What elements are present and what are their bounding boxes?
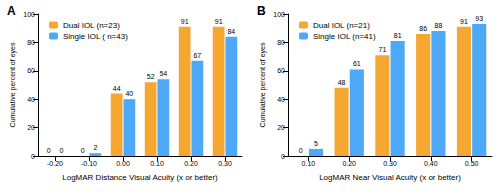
svg-text:61: 61 (353, 60, 361, 67)
svg-text:44: 44 (113, 85, 121, 92)
svg-text:71: 71 (378, 46, 386, 53)
svg-text:0.50: 0.50 (465, 160, 479, 167)
svg-text:Single IOL (n=41): Single IOL (n=41) (313, 32, 376, 41)
svg-text:B: B (257, 4, 266, 18)
svg-text:5: 5 (314, 140, 318, 147)
svg-text:40: 40 (125, 90, 133, 97)
svg-text:-0.20: -0.20 (47, 160, 63, 167)
svg-text:80: 80 (27, 39, 35, 46)
svg-text:60: 60 (27, 67, 35, 74)
svg-text:20: 20 (277, 124, 285, 131)
svg-text:2: 2 (93, 144, 97, 151)
svg-text:0.20: 0.20 (342, 160, 356, 167)
svg-text:0: 0 (81, 147, 85, 154)
svg-text:0.20: 0.20 (184, 160, 198, 167)
svg-text:88: 88 (435, 22, 443, 29)
svg-text:91: 91 (181, 18, 189, 25)
svg-text:0.00: 0.00 (116, 160, 130, 167)
svg-text:A: A (7, 4, 16, 18)
svg-text:0.10: 0.10 (302, 160, 316, 167)
svg-text:0.30: 0.30 (218, 160, 232, 167)
svg-text:0: 0 (281, 153, 285, 160)
svg-text:84: 84 (227, 28, 235, 35)
svg-text:Cumulative percent of eyes: Cumulative percent of eyes (9, 42, 17, 127)
svg-text:40: 40 (277, 96, 285, 103)
svg-text:81: 81 (394, 32, 402, 39)
svg-text:0: 0 (47, 147, 51, 154)
svg-text:0.30: 0.30 (383, 160, 397, 167)
svg-text:LogMAR Near Visual Acuity (x o: LogMAR Near Visual Acuity (x or better) (319, 173, 461, 182)
svg-text:54: 54 (159, 70, 167, 77)
svg-text:100: 100 (23, 11, 35, 18)
svg-text:0.10: 0.10 (150, 160, 164, 167)
svg-text:0.40: 0.40 (424, 160, 438, 167)
svg-text:LogMAR Distance Visual Acuity: LogMAR Distance Visual Acuity (x or bett… (62, 173, 218, 182)
svg-text:0: 0 (299, 147, 303, 154)
svg-text:Single IOL ( n=43): Single IOL ( n=43) (63, 32, 128, 41)
svg-text:0: 0 (59, 147, 63, 154)
svg-text:-0.10: -0.10 (81, 160, 97, 167)
svg-text:Cumulative percent of eyes: Cumulative percent of eyes (259, 42, 267, 127)
svg-text:48: 48 (338, 79, 346, 86)
svg-text:Dual IOL (n=23): Dual IOL (n=23) (63, 21, 120, 30)
svg-text:40: 40 (27, 96, 35, 103)
svg-text:80: 80 (277, 39, 285, 46)
svg-text:91: 91 (460, 18, 468, 25)
svg-text:93: 93 (475, 15, 483, 22)
svg-text:Dual IOL (n=21): Dual IOL (n=21) (313, 21, 370, 30)
svg-text:52: 52 (147, 73, 155, 80)
svg-text:86: 86 (419, 25, 427, 32)
svg-text:100: 100 (273, 11, 285, 18)
svg-text:91: 91 (215, 18, 223, 25)
svg-text:60: 60 (277, 67, 285, 74)
svg-text:67: 67 (193, 52, 201, 59)
svg-text:20: 20 (27, 124, 35, 131)
svg-text:0: 0 (31, 153, 35, 160)
